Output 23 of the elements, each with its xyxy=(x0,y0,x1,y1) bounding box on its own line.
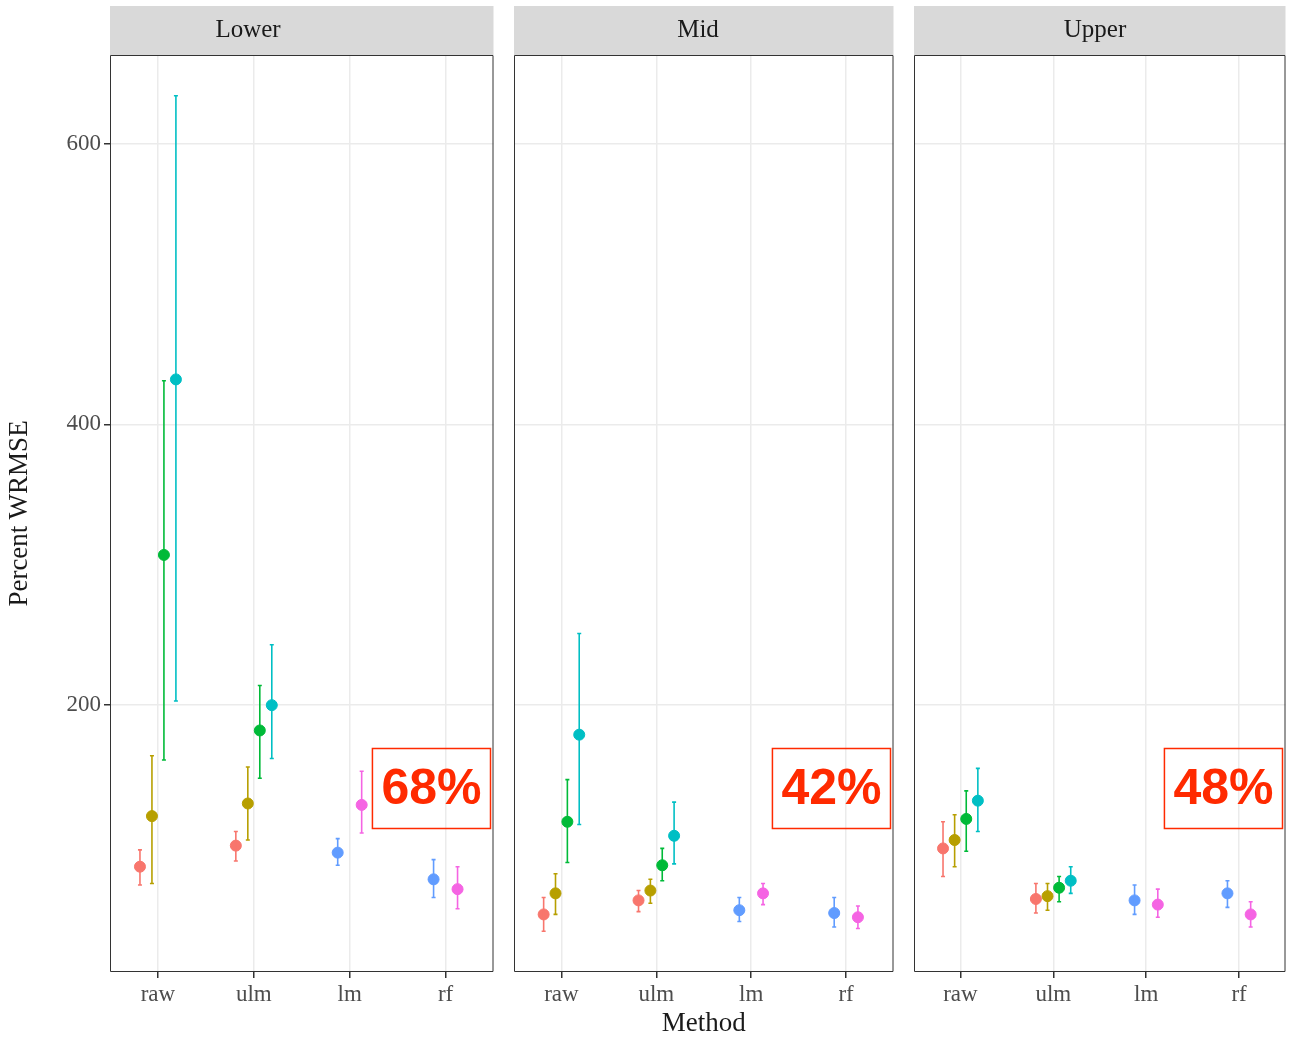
y-tick-label: 600 xyxy=(66,129,101,155)
x-tick-label: rf xyxy=(437,980,454,1006)
x-tick-label: ulm xyxy=(638,980,675,1006)
annotation: 42% xyxy=(781,759,882,816)
y-axis-title: Percent WRMSE xyxy=(3,420,34,607)
x-tick-label: raw xyxy=(943,980,979,1006)
chart-title: Lower xyxy=(215,14,282,42)
x-tick-label: ulm xyxy=(235,980,272,1006)
chart-title: Upper xyxy=(1063,14,1127,42)
annotation: 68% xyxy=(381,759,482,816)
x-tick-label: rf xyxy=(1231,980,1248,1006)
annotation: 48% xyxy=(1173,759,1274,816)
y-tick-label: 400 xyxy=(66,410,101,436)
x-tick-label: raw xyxy=(544,980,580,1006)
x-tick-label: lm xyxy=(739,980,764,1006)
x-axis-title: Method xyxy=(661,1006,747,1037)
x-tick-label: lm xyxy=(1134,980,1159,1006)
x-tick-label: raw xyxy=(140,980,176,1006)
x-tick-label: lm xyxy=(337,980,362,1006)
chart-title: Mid xyxy=(677,14,720,42)
x-tick-label: rf xyxy=(838,980,855,1006)
x-tick-label: ulm xyxy=(1035,980,1072,1006)
y-tick-label: 200 xyxy=(66,691,101,717)
